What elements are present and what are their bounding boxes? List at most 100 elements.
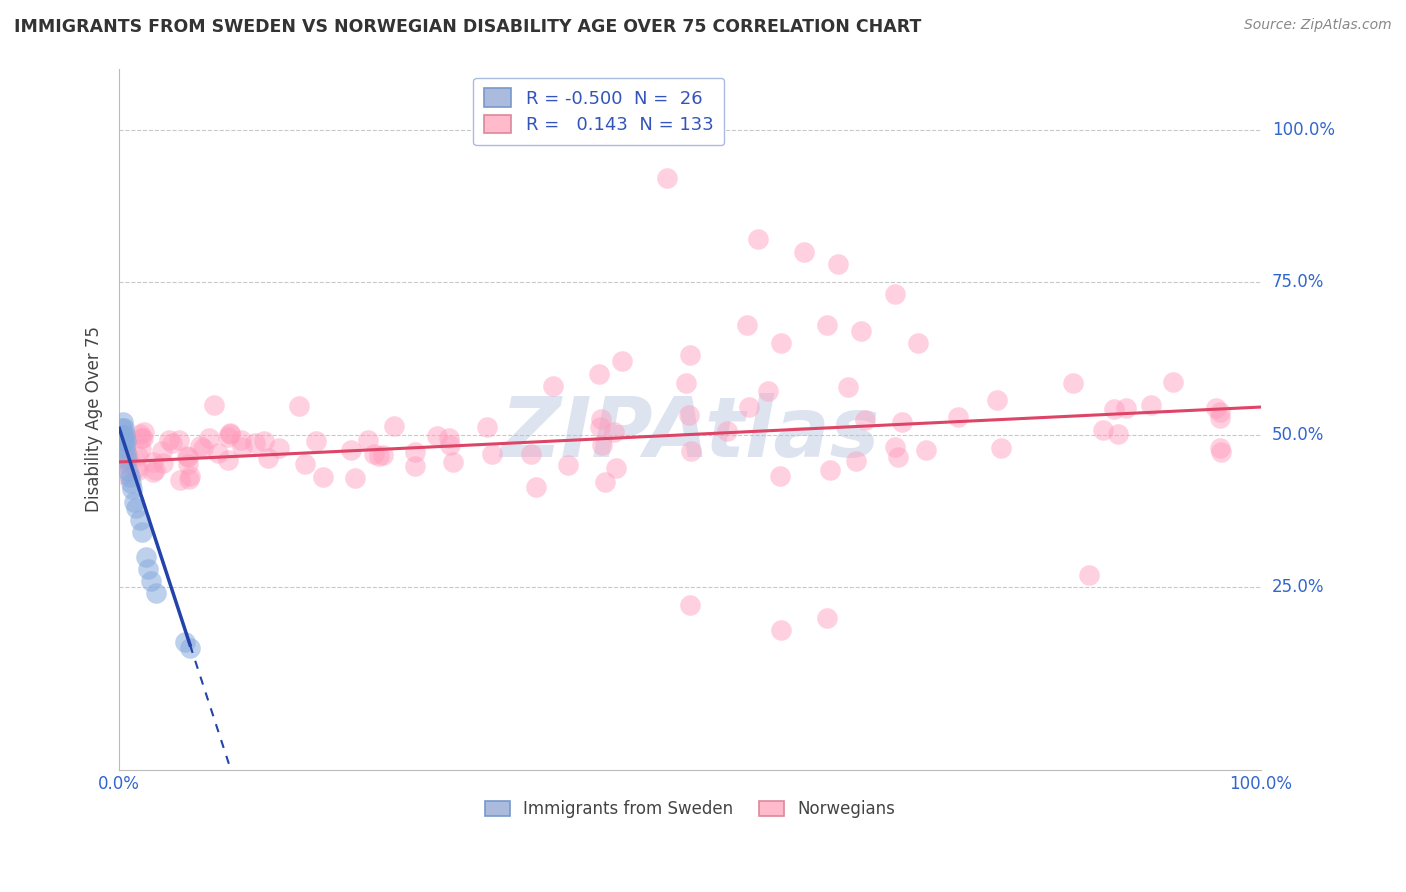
Point	[1161, 375, 1184, 389]
Point	[1209, 442, 1232, 456]
Point	[815, 610, 838, 624]
Point	[207, 446, 229, 460]
Point	[520, 446, 543, 460]
Point	[818, 463, 841, 477]
Point	[603, 425, 626, 440]
Point	[111, 467, 134, 482]
Point	[481, 447, 503, 461]
Point	[198, 431, 221, 445]
Point	[756, 384, 779, 398]
Point	[679, 444, 702, 458]
Point	[127, 449, 149, 463]
Point	[128, 513, 150, 527]
Point	[117, 464, 139, 478]
Y-axis label: Disability Age Over 75: Disability Age Over 75	[86, 326, 103, 512]
Point	[1208, 405, 1230, 419]
Point	[114, 440, 136, 454]
Point	[135, 549, 157, 564]
Point	[990, 442, 1012, 456]
Text: 25.0%: 25.0%	[1272, 578, 1324, 596]
Point	[121, 483, 143, 497]
Point	[117, 451, 139, 466]
Point	[1205, 401, 1227, 416]
Point	[177, 450, 200, 464]
Point	[142, 455, 165, 469]
Point	[738, 401, 761, 415]
Point	[177, 472, 200, 486]
Point	[849, 324, 872, 338]
Point	[845, 454, 868, 468]
Point	[524, 479, 547, 493]
Point	[541, 378, 564, 392]
Point	[768, 468, 790, 483]
Point	[229, 434, 252, 448]
Point	[1115, 401, 1137, 416]
Text: 75.0%: 75.0%	[1272, 273, 1324, 291]
Point	[887, 450, 910, 465]
Point	[190, 439, 212, 453]
Point	[884, 287, 907, 301]
Point	[883, 440, 905, 454]
Point	[125, 460, 148, 475]
Point	[111, 427, 134, 442]
Point	[426, 429, 449, 443]
Text: 100.0%: 100.0%	[1272, 120, 1334, 138]
Point	[382, 419, 405, 434]
Point	[404, 458, 426, 473]
Point	[589, 420, 612, 434]
Point	[986, 393, 1008, 408]
Point	[179, 640, 201, 655]
Point	[367, 449, 389, 463]
Point	[339, 443, 361, 458]
Point	[115, 434, 138, 448]
Point	[287, 400, 309, 414]
Point	[815, 318, 838, 332]
Point	[110, 421, 132, 435]
Text: IMMIGRANTS FROM SWEDEN VS NORWEGIAN DISABILITY AGE OVER 75 CORRELATION CHART: IMMIGRANTS FROM SWEDEN VS NORWEGIAN DISA…	[14, 18, 921, 36]
Point	[357, 433, 380, 447]
Point	[141, 574, 163, 588]
Point	[112, 421, 135, 435]
Point	[1062, 376, 1084, 390]
Point	[150, 443, 173, 458]
Point	[437, 431, 460, 445]
Point	[176, 450, 198, 464]
Point	[404, 444, 426, 458]
Point	[1208, 411, 1230, 425]
Point	[217, 452, 239, 467]
Point	[115, 446, 138, 460]
Point	[770, 336, 793, 351]
Point	[853, 413, 876, 427]
Point	[191, 441, 214, 455]
Point	[735, 318, 758, 332]
Point	[1140, 398, 1163, 412]
Point	[253, 434, 276, 449]
Point	[111, 415, 134, 429]
Point	[593, 475, 616, 489]
Point	[363, 447, 385, 461]
Text: ZIPAtlas: ZIPAtlas	[501, 392, 880, 474]
Point	[605, 460, 627, 475]
Point	[115, 455, 138, 469]
Point	[914, 443, 936, 458]
Point	[946, 409, 969, 424]
Point	[122, 494, 145, 508]
Point	[747, 232, 769, 246]
Point	[678, 408, 700, 422]
Point	[204, 398, 226, 412]
Point	[475, 420, 498, 434]
Point	[588, 367, 610, 381]
Point	[114, 427, 136, 442]
Point	[217, 429, 239, 443]
Point	[907, 336, 929, 351]
Point	[157, 433, 180, 447]
Text: 50.0%: 50.0%	[1272, 425, 1324, 443]
Point	[143, 463, 166, 477]
Point	[1209, 445, 1232, 459]
Point	[1102, 402, 1125, 417]
Point	[245, 436, 267, 450]
Point	[827, 257, 849, 271]
Point	[120, 476, 142, 491]
Point	[679, 348, 702, 362]
Point	[1092, 423, 1115, 437]
